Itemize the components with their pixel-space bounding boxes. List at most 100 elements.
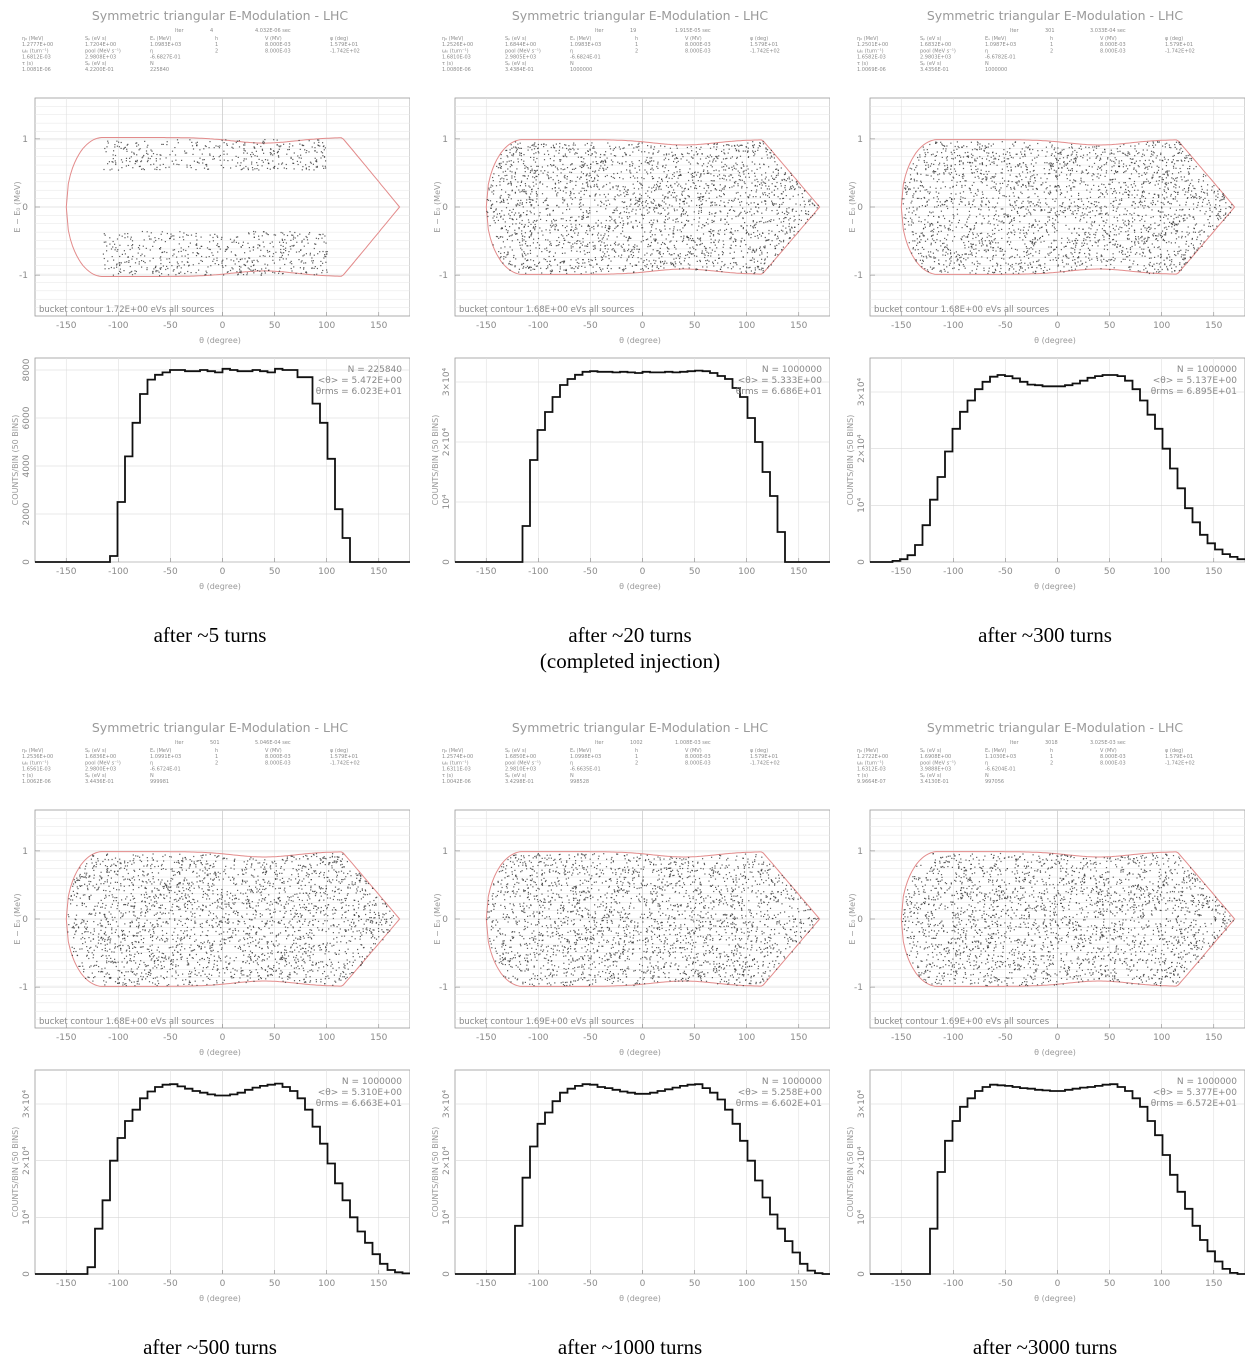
particle-dot bbox=[623, 188, 626, 190]
particle-dot bbox=[586, 173, 588, 175]
particle-dot bbox=[257, 244, 259, 246]
particle-dot bbox=[1156, 155, 1158, 157]
particle-dot bbox=[576, 152, 578, 154]
particle-dot bbox=[714, 215, 716, 217]
histogram-bin bbox=[343, 538, 351, 562]
particle-dot bbox=[745, 229, 747, 231]
particle-dot bbox=[525, 190, 527, 192]
particle-dot bbox=[1167, 174, 1169, 176]
particle-dot bbox=[605, 208, 607, 210]
particle-dot bbox=[562, 225, 564, 227]
particle-dot bbox=[520, 215, 522, 217]
hist-stat: <θ> = 5.472E+00 bbox=[318, 376, 403, 386]
particle-dot bbox=[1103, 184, 1105, 186]
particle-dot bbox=[529, 171, 531, 174]
particle-dot bbox=[1128, 220, 1130, 223]
particle-dot bbox=[680, 236, 682, 238]
particle-dot bbox=[242, 244, 244, 246]
particle-dot bbox=[988, 152, 990, 154]
particle-dot bbox=[1180, 143, 1182, 146]
particle-dot bbox=[1119, 199, 1121, 201]
particle-dot bbox=[1008, 268, 1011, 270]
particle-dot bbox=[735, 240, 737, 242]
particle-dot bbox=[572, 230, 575, 232]
particle-dot bbox=[793, 220, 795, 222]
particle-dot bbox=[677, 185, 679, 187]
particle-dot bbox=[609, 145, 611, 147]
particle-dot bbox=[638, 204, 640, 206]
particle-dot bbox=[980, 209, 982, 211]
particle-dot bbox=[187, 270, 189, 273]
particle-dot bbox=[518, 268, 520, 270]
particle-dot bbox=[768, 220, 770, 222]
particle-dot bbox=[227, 271, 229, 273]
particle-dot bbox=[777, 235, 779, 237]
particle-dot bbox=[515, 233, 517, 235]
particle-dot bbox=[1025, 186, 1027, 188]
particle-dot bbox=[925, 174, 927, 176]
particle-dot bbox=[946, 244, 948, 246]
particle-dot bbox=[263, 141, 265, 143]
particle-dot bbox=[729, 252, 731, 254]
particle-dot bbox=[646, 252, 648, 254]
particle-dot bbox=[652, 249, 654, 251]
particle-dot bbox=[182, 236, 184, 238]
particle-dot bbox=[185, 249, 187, 252]
particle-dot bbox=[521, 255, 524, 257]
particle-dot bbox=[1113, 173, 1115, 175]
particle-dot bbox=[667, 186, 669, 188]
particle-dot bbox=[516, 148, 518, 150]
particle-dot bbox=[1054, 186, 1056, 188]
hist-xtick-label: -50 bbox=[583, 567, 598, 577]
particle-dot bbox=[922, 259, 924, 261]
particle-dot bbox=[105, 241, 107, 243]
particle-dot bbox=[217, 236, 219, 238]
particle-dot bbox=[205, 270, 207, 272]
particle-dot bbox=[740, 241, 742, 243]
particle-dot bbox=[1035, 162, 1037, 164]
particle-dot bbox=[1155, 157, 1157, 159]
particle-dot bbox=[270, 152, 272, 154]
particle-dot bbox=[205, 256, 207, 258]
particle-dot bbox=[651, 176, 653, 178]
particle-dot bbox=[673, 253, 675, 255]
particle-dot bbox=[682, 200, 684, 203]
particle-dot bbox=[513, 256, 515, 259]
particle-dot bbox=[783, 220, 785, 223]
particle-dot bbox=[641, 227, 643, 229]
particle-dot bbox=[676, 218, 678, 220]
particle-dot bbox=[1118, 182, 1120, 184]
particle-dot bbox=[236, 271, 238, 273]
particle-dot bbox=[651, 157, 653, 159]
particle-dot bbox=[757, 265, 760, 268]
particle-dot bbox=[518, 271, 520, 273]
particle-dot bbox=[502, 241, 504, 243]
particle-dot bbox=[1039, 238, 1041, 240]
particle-dot bbox=[1162, 239, 1164, 241]
particle-dot bbox=[641, 187, 643, 189]
particle-dot bbox=[667, 197, 669, 199]
particle-dot bbox=[524, 171, 526, 173]
particle-dot bbox=[580, 242, 582, 244]
particle-dot bbox=[771, 240, 773, 242]
particle-dot bbox=[159, 154, 161, 156]
histogram-bin bbox=[320, 423, 328, 562]
particle-dot bbox=[293, 162, 295, 164]
particle-dot bbox=[672, 219, 674, 221]
particle-dot bbox=[729, 232, 731, 234]
particle-dot bbox=[631, 210, 633, 212]
particle-dot bbox=[148, 235, 150, 237]
particle-dot bbox=[660, 188, 662, 190]
particle-dot bbox=[550, 272, 552, 274]
particle-dot bbox=[130, 236, 132, 238]
particle-dot bbox=[281, 273, 284, 275]
particle-dot bbox=[759, 233, 761, 235]
particle-dot bbox=[169, 154, 171, 156]
particle-dot bbox=[986, 197, 988, 199]
particle-dot bbox=[626, 260, 628, 262]
particle-dot bbox=[285, 168, 288, 170]
particle-dot bbox=[674, 246, 676, 248]
particle-dot bbox=[785, 210, 788, 212]
particle-dot bbox=[626, 208, 628, 210]
particle-dot bbox=[167, 274, 170, 276]
